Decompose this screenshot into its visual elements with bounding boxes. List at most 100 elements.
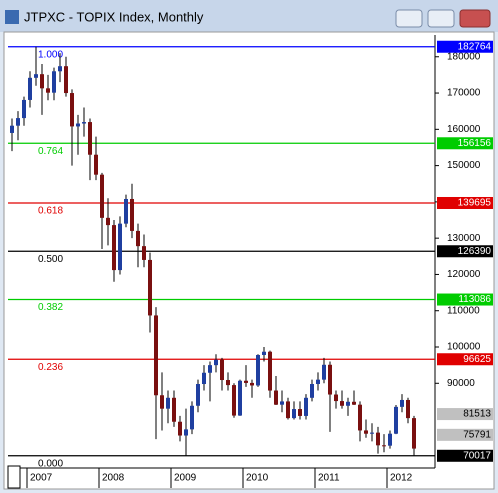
candle-body xyxy=(328,364,332,395)
candle-body xyxy=(40,74,44,89)
window-title: JTPXC - TOPIX Index, Monthly xyxy=(24,9,204,24)
price-box-label: 96625 xyxy=(463,354,491,365)
y-tick-label: 150000 xyxy=(447,160,481,171)
fib-label: 0.500 xyxy=(38,254,63,265)
candle-body xyxy=(184,429,188,436)
candle-body xyxy=(16,118,20,126)
candle-body xyxy=(394,406,398,434)
price-box-label: 113086 xyxy=(458,294,491,305)
price-box-label: 182764 xyxy=(458,41,492,52)
candle-body xyxy=(22,99,26,119)
candle-body xyxy=(304,397,308,416)
candle-body xyxy=(322,364,326,380)
price-marker-label: 75791 xyxy=(463,429,491,440)
candle-body xyxy=(370,432,374,434)
candle-body xyxy=(406,399,410,419)
price-box xyxy=(437,40,493,53)
candle-body xyxy=(124,198,128,224)
x-tick-label: 2008 xyxy=(102,473,125,484)
y-tick-label: 160000 xyxy=(447,124,481,135)
candle-body xyxy=(412,418,416,449)
candle-body xyxy=(226,380,230,386)
fib-label: 0.618 xyxy=(38,206,63,217)
price-box-label: 156156 xyxy=(458,138,492,149)
candle-body xyxy=(364,430,368,434)
candle-body xyxy=(196,384,200,406)
candle-body xyxy=(382,445,386,447)
candle-body xyxy=(28,77,32,100)
fib-label: 1.000 xyxy=(38,49,63,60)
candle-body xyxy=(58,66,62,72)
candle-body xyxy=(244,380,248,383)
candle-body xyxy=(256,354,260,386)
x-tick-label: 2010 xyxy=(246,473,269,484)
candle-body xyxy=(298,409,302,416)
y-tick-label: 90000 xyxy=(447,378,475,389)
price-box-label: 126390 xyxy=(458,246,492,257)
candle-body xyxy=(310,384,314,398)
candle-body xyxy=(70,93,74,127)
candle-body xyxy=(268,351,272,391)
candle-body xyxy=(106,217,110,226)
fib-label: 0.236 xyxy=(38,362,63,373)
price-box xyxy=(437,353,493,366)
candle-body xyxy=(280,401,284,405)
x-tick-label: 2012 xyxy=(390,473,413,484)
candle-body xyxy=(208,365,212,373)
candle-body xyxy=(118,223,122,271)
candle-body xyxy=(190,405,194,430)
candle-body xyxy=(112,225,116,271)
candle-body xyxy=(358,404,362,431)
maximize-button[interactable] xyxy=(427,9,455,28)
minimize-button[interactable] xyxy=(395,9,423,28)
candle-body xyxy=(130,198,134,231)
candle-body xyxy=(346,401,350,406)
y-tick-label: 120000 xyxy=(447,269,481,280)
candle-body xyxy=(10,125,14,133)
candle-body xyxy=(178,421,182,436)
candle-body xyxy=(376,432,380,446)
candle-body xyxy=(340,401,344,406)
price-box xyxy=(437,137,493,150)
candle-body xyxy=(94,154,98,175)
price-marker xyxy=(437,408,493,421)
candle-body xyxy=(220,359,224,381)
candle-body xyxy=(46,88,50,93)
y-tick-label: 180000 xyxy=(447,51,481,62)
y-tick-label: 130000 xyxy=(447,233,481,244)
chart-area xyxy=(3,31,495,490)
candle-body xyxy=(166,397,170,409)
candle-body xyxy=(238,380,242,416)
candle-body xyxy=(352,401,356,405)
candle-body xyxy=(142,246,146,260)
close-button[interactable] xyxy=(459,9,491,28)
price-box xyxy=(437,293,493,306)
candle-body xyxy=(88,122,92,155)
y-tick-label: 110000 xyxy=(447,305,480,316)
candle-body xyxy=(148,259,152,316)
candle-body xyxy=(64,66,68,94)
scroll-box xyxy=(7,465,21,489)
candle-body xyxy=(136,230,140,247)
candle-body xyxy=(232,385,236,416)
price-box xyxy=(437,449,493,462)
candle-body xyxy=(202,372,206,385)
candle-body xyxy=(76,123,80,127)
price-box-label: 139695 xyxy=(458,198,492,209)
candle-body xyxy=(82,122,86,124)
price-box xyxy=(437,245,493,258)
candle-body xyxy=(388,433,392,446)
price-box xyxy=(437,196,493,209)
x-tick-label: 2011 xyxy=(318,473,340,484)
candle-body xyxy=(262,351,266,355)
candle-body xyxy=(100,174,104,218)
candle-body xyxy=(250,382,254,386)
candle-body xyxy=(334,394,338,402)
candle-body xyxy=(316,379,320,385)
x-tick-label: 2007 xyxy=(30,473,53,484)
x-tick-label: 2009 xyxy=(174,473,197,484)
candle-body xyxy=(214,359,218,366)
window-icon xyxy=(5,10,19,24)
y-tick-label: 170000 xyxy=(447,88,481,99)
